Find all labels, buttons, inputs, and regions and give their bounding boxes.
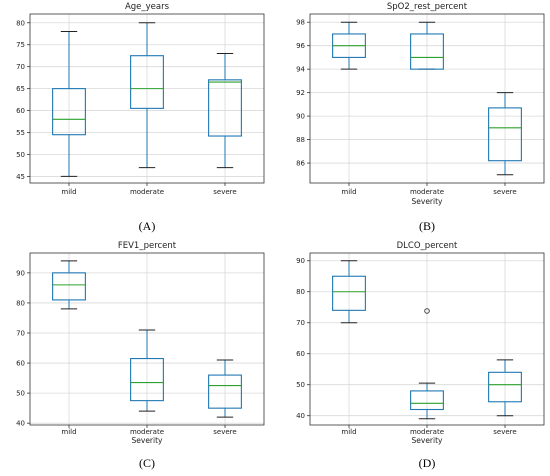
chart-a-ytick-label: 55	[16, 129, 25, 137]
chart-b-ytick-label: 86	[296, 160, 305, 168]
chart-c-ytick-label: 40	[16, 420, 25, 428]
chart-d-category-label-moderate: moderate	[410, 428, 444, 436]
chart-a-ytick-label: 50	[16, 151, 25, 159]
chart-b-ytick-label: 96	[296, 42, 305, 50]
chart-a-box-moderate	[130, 55, 164, 109]
chart-d-outlier-moderate	[424, 308, 430, 314]
chart-b-ytick-label: 94	[296, 66, 305, 74]
chart-d-ytick-label: 80	[296, 288, 305, 296]
chart-b-ytick-label: 90	[296, 113, 305, 121]
chart-b-ytick-label: 92	[296, 89, 305, 97]
text-layer: 45 50 55 60 65 70 75 80 mild moderate severe Age_ye…	[16, 2, 517, 470]
chart-d-box-severe	[488, 371, 522, 403]
chart-a-category-label-mild: mild	[61, 188, 76, 196]
chart-d-ytick-label: 60	[296, 350, 305, 358]
chart-a-box-mild	[52, 88, 86, 136]
chart-a-panel-label: (A)	[139, 219, 156, 233]
chart-d-category-label-mild: mild	[341, 428, 356, 436]
chart-d-ytick-label: 70	[296, 319, 305, 327]
chart-a-category-label-severe: severe	[213, 188, 236, 196]
chart-d-xlabel: Severity	[412, 436, 444, 445]
chart-a-ytick-label: 60	[16, 107, 25, 115]
chart-b-ytick-label: 98	[296, 19, 305, 27]
chart-c-ytick-label: 70	[16, 329, 25, 337]
chart-b-panel-label: (B)	[419, 219, 435, 233]
chart-d-title: DLCO_percent	[397, 241, 458, 251]
chart-b-title: SpO2_rest_percent	[387, 2, 468, 12]
chart-a-ytick-label: 70	[16, 63, 25, 71]
chart-a-box-severe	[208, 79, 242, 137]
chart-c-ytick-label: 80	[16, 299, 25, 307]
chart-c-ytick-label: 60	[16, 360, 25, 368]
chart-a-ytick-label: 80	[16, 19, 25, 27]
chart-a-ytick-label: 75	[16, 41, 25, 49]
chart-d-ytick-label: 40	[296, 412, 305, 420]
chart-d-ytick-label: 90	[296, 257, 305, 265]
chart-a-category-label-moderate: moderate	[130, 188, 164, 196]
chart-c-category-label-severe: severe	[213, 428, 236, 436]
chart-b-category-label-severe: severe	[493, 188, 516, 196]
chart-c-ytick-label: 90	[16, 269, 25, 277]
chart-c-box-severe	[208, 374, 242, 409]
chart-b-ytick-label: 88	[296, 136, 305, 144]
chart-b-category-label-moderate: moderate	[410, 188, 444, 196]
chart-d-ytick-label: 50	[296, 381, 305, 389]
chart-a-ytick-label: 65	[16, 85, 25, 93]
chart-c-box-moderate	[130, 357, 164, 402]
chart-b-category-label-mild: mild	[341, 188, 356, 196]
chart-b-xlabel: Severity	[412, 197, 444, 206]
marks-layer	[27, 13, 545, 428]
chart-c-category-label-moderate: moderate	[130, 428, 164, 436]
chart-d-category-label-severe: severe	[493, 428, 516, 436]
chart-c-xlabel: Severity	[132, 436, 164, 445]
chart-b-box-moderate	[410, 33, 444, 70]
chart-a-ytick-label: 45	[16, 173, 25, 181]
chart-c-title: FEV1_percent	[118, 241, 177, 251]
chart-d-panel-label: (D)	[419, 456, 436, 470]
grid-layer	[30, 14, 544, 425]
chart-c-ytick-label: 50	[16, 390, 25, 398]
chart-c-panel-label: (C)	[139, 456, 155, 470]
chart-a-title: Age_years	[125, 2, 170, 12]
chart-d-box-mild	[332, 275, 366, 311]
chart-c-box-mild	[52, 272, 86, 301]
chart-c-category-label-mild: mild	[61, 428, 76, 436]
chart-d-box-moderate	[410, 390, 444, 411]
chart-b-box-severe	[488, 107, 522, 162]
